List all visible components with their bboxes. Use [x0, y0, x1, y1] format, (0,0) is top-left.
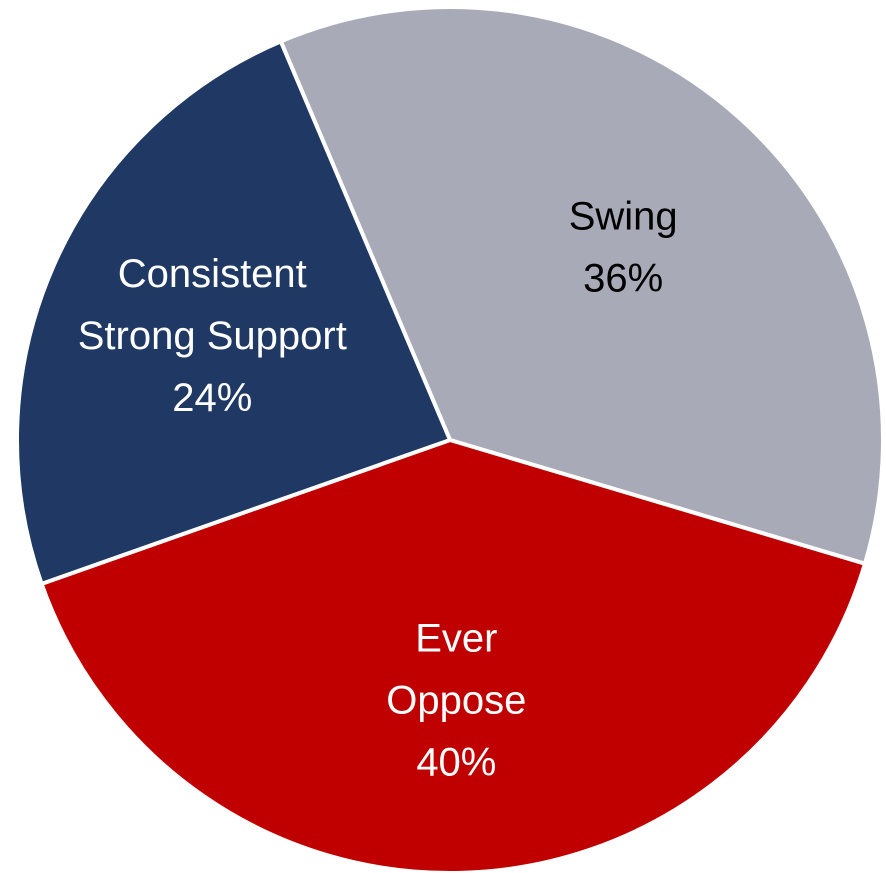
slice-label-line: 40% [416, 741, 496, 785]
slice-label-line: 36% [583, 256, 663, 300]
slice-label-line: Consistent [118, 252, 307, 296]
pie-slice-consistent-strong-support [15, 38, 453, 587]
slice-label-swing: Swing 36% [569, 194, 678, 300]
slice-label-line: 24% [172, 376, 252, 420]
labels-layer: Swing 36% Ever Oppose 40% Consistent Strong Su… [78, 194, 678, 784]
slices-layer [15, 5, 885, 873]
slice-label-line: Strong Support [78, 314, 347, 358]
slice-label-line: Ever [415, 617, 497, 661]
slice-label-consistent-strong-support: Consistent Strong Support 24% [78, 252, 347, 420]
pie-slice-swing [278, 5, 885, 567]
slice-label-line: Oppose [386, 679, 526, 723]
slice-label-ever-oppose: Ever Oppose 40% [386, 617, 526, 785]
slice-label-line: Swing [569, 194, 678, 238]
